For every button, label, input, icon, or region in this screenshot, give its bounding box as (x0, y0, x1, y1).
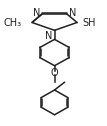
Text: CH₃: CH₃ (4, 18, 22, 28)
Text: N: N (45, 32, 52, 41)
Text: N: N (33, 8, 40, 19)
Text: SH: SH (82, 18, 96, 28)
Text: N: N (69, 8, 77, 19)
Text: O: O (51, 68, 58, 78)
